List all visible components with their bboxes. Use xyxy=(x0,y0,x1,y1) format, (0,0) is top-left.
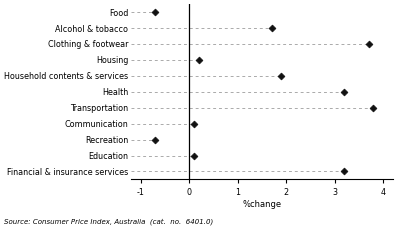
X-axis label: %change: %change xyxy=(243,200,281,209)
Text: Source: Consumer Price Index, Australia  (cat.  no.  6401.0): Source: Consumer Price Index, Australia … xyxy=(4,218,213,225)
